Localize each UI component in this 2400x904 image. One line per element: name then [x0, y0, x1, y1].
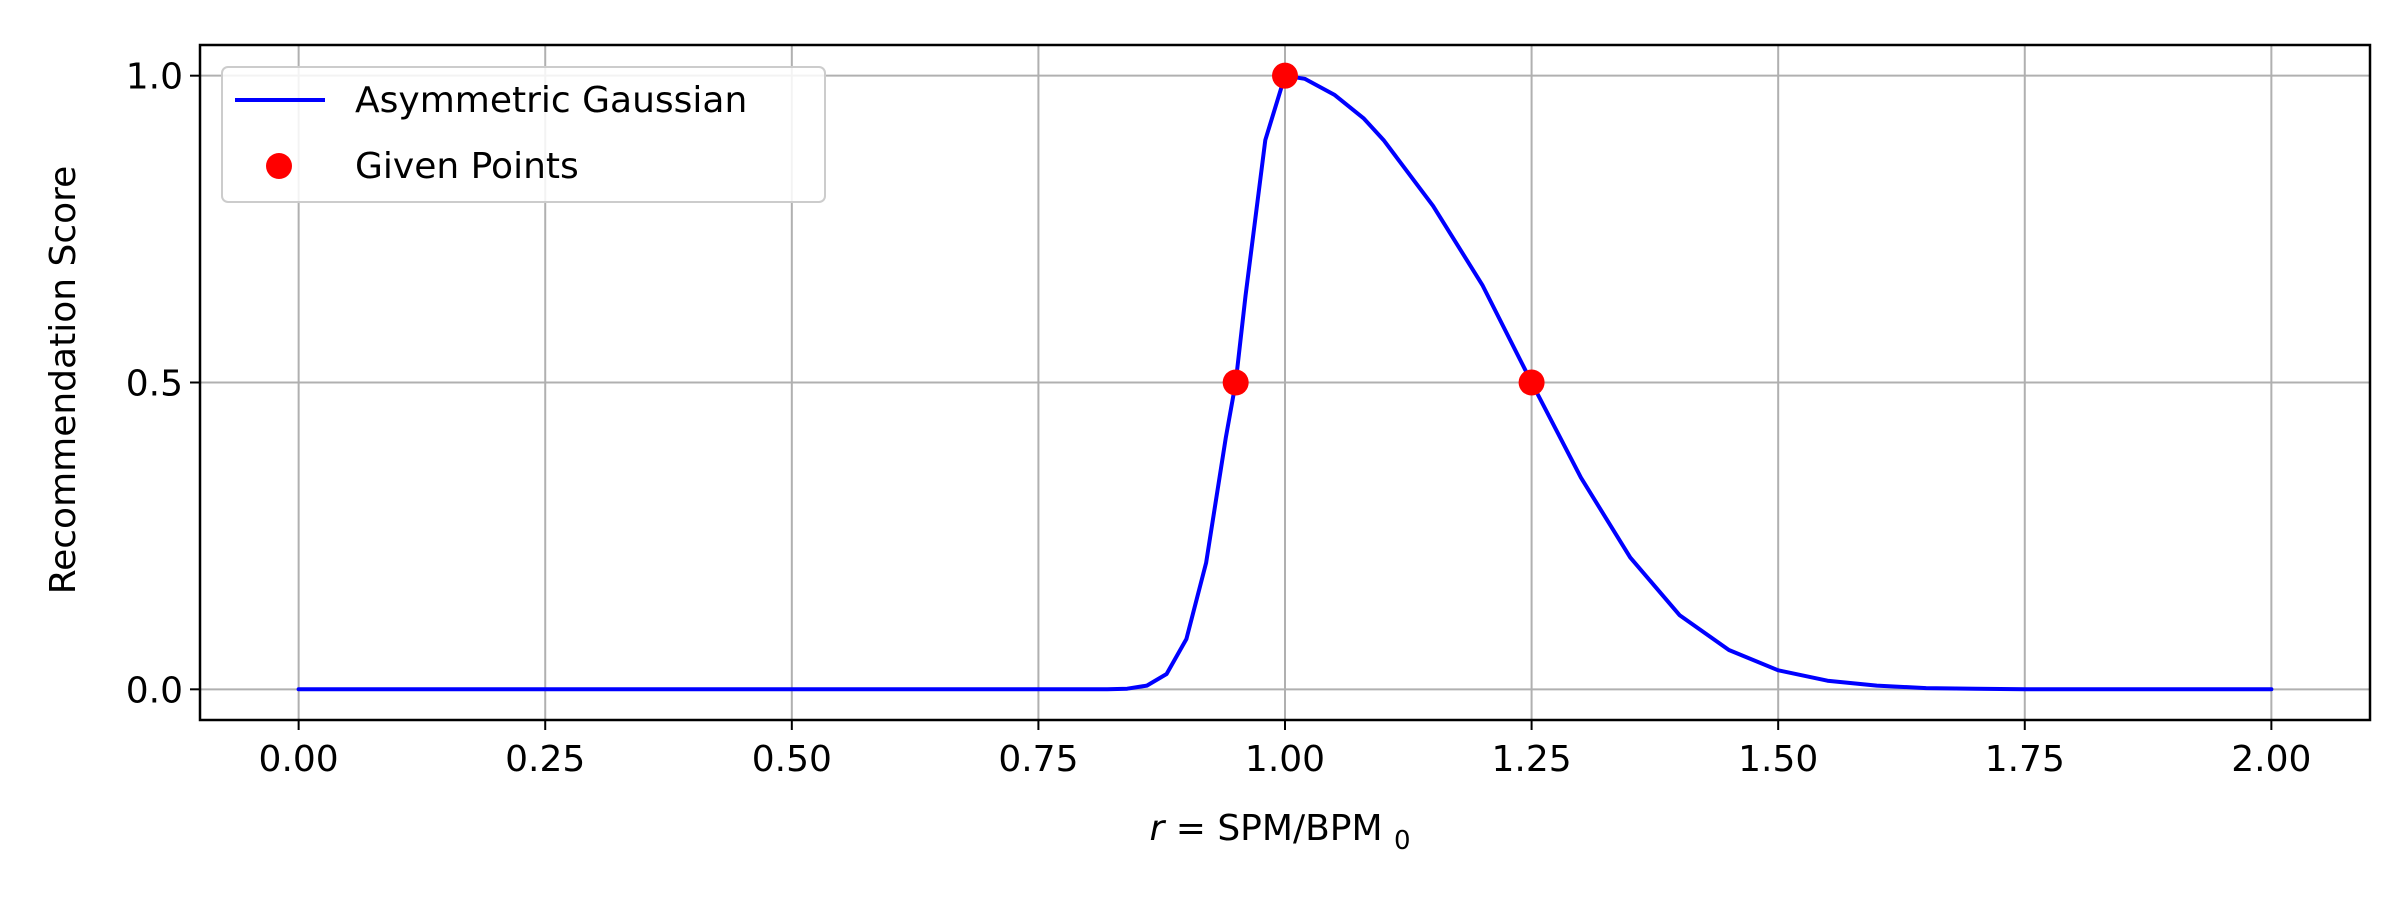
- x-tick-label: 0.00: [259, 739, 339, 780]
- x-axis-label-var: r: [1149, 808, 1166, 849]
- ticks: 0.00 0.25 0.50 0.75 1.00 1.25 1.50 1.75 2.00 0.0 0…: [126, 57, 2312, 780]
- given-point-marker: [1222, 369, 1249, 396]
- x-tick-label: 0.25: [505, 739, 585, 780]
- x-tick-label: 1.75: [1985, 739, 2065, 780]
- given-point-marker: [1518, 369, 1545, 396]
- x-tick-label: 2.00: [2231, 739, 2311, 780]
- x-tick-label: 1.50: [1738, 739, 1818, 780]
- series-layer: [296, 62, 2274, 692]
- x-axis-label-eq: =: [1176, 808, 1218, 849]
- given-point-marker: [1272, 62, 1298, 89]
- x-axis-label-subscript: 0: [1394, 826, 1411, 856]
- x-axis-label: r = SPM/BPM 0: [1149, 808, 1410, 856]
- y-tick-label: 0.0: [126, 670, 183, 711]
- axis-labels: Recommendation Score r = SPM/BPM 0: [43, 166, 1411, 856]
- x-axis-label-rhs: SPM/BPM: [1217, 808, 1382, 849]
- series-line-asymmetric-gaussian: [296, 73, 2274, 692]
- legend: Asymmetric Gaussian Given Points: [221, 66, 826, 203]
- x-tick-label: 1.00: [1245, 739, 1325, 780]
- legend-marker-swatch: [266, 153, 292, 179]
- x-tick-label: 1.25: [1492, 739, 1572, 780]
- legend-box: [221, 66, 826, 203]
- x-tick-label: 0.75: [998, 739, 1078, 780]
- legend-label-asymmetric-gaussian: Asymmetric Gaussian: [355, 80, 747, 121]
- y-tick-label: 1.0: [126, 57, 183, 98]
- x-tick-label: 0.50: [752, 739, 832, 780]
- y-axis-label: Recommendation Score: [43, 166, 84, 595]
- legend-label-given-points: Given Points: [355, 146, 579, 187]
- y-tick-label: 0.5: [126, 364, 183, 405]
